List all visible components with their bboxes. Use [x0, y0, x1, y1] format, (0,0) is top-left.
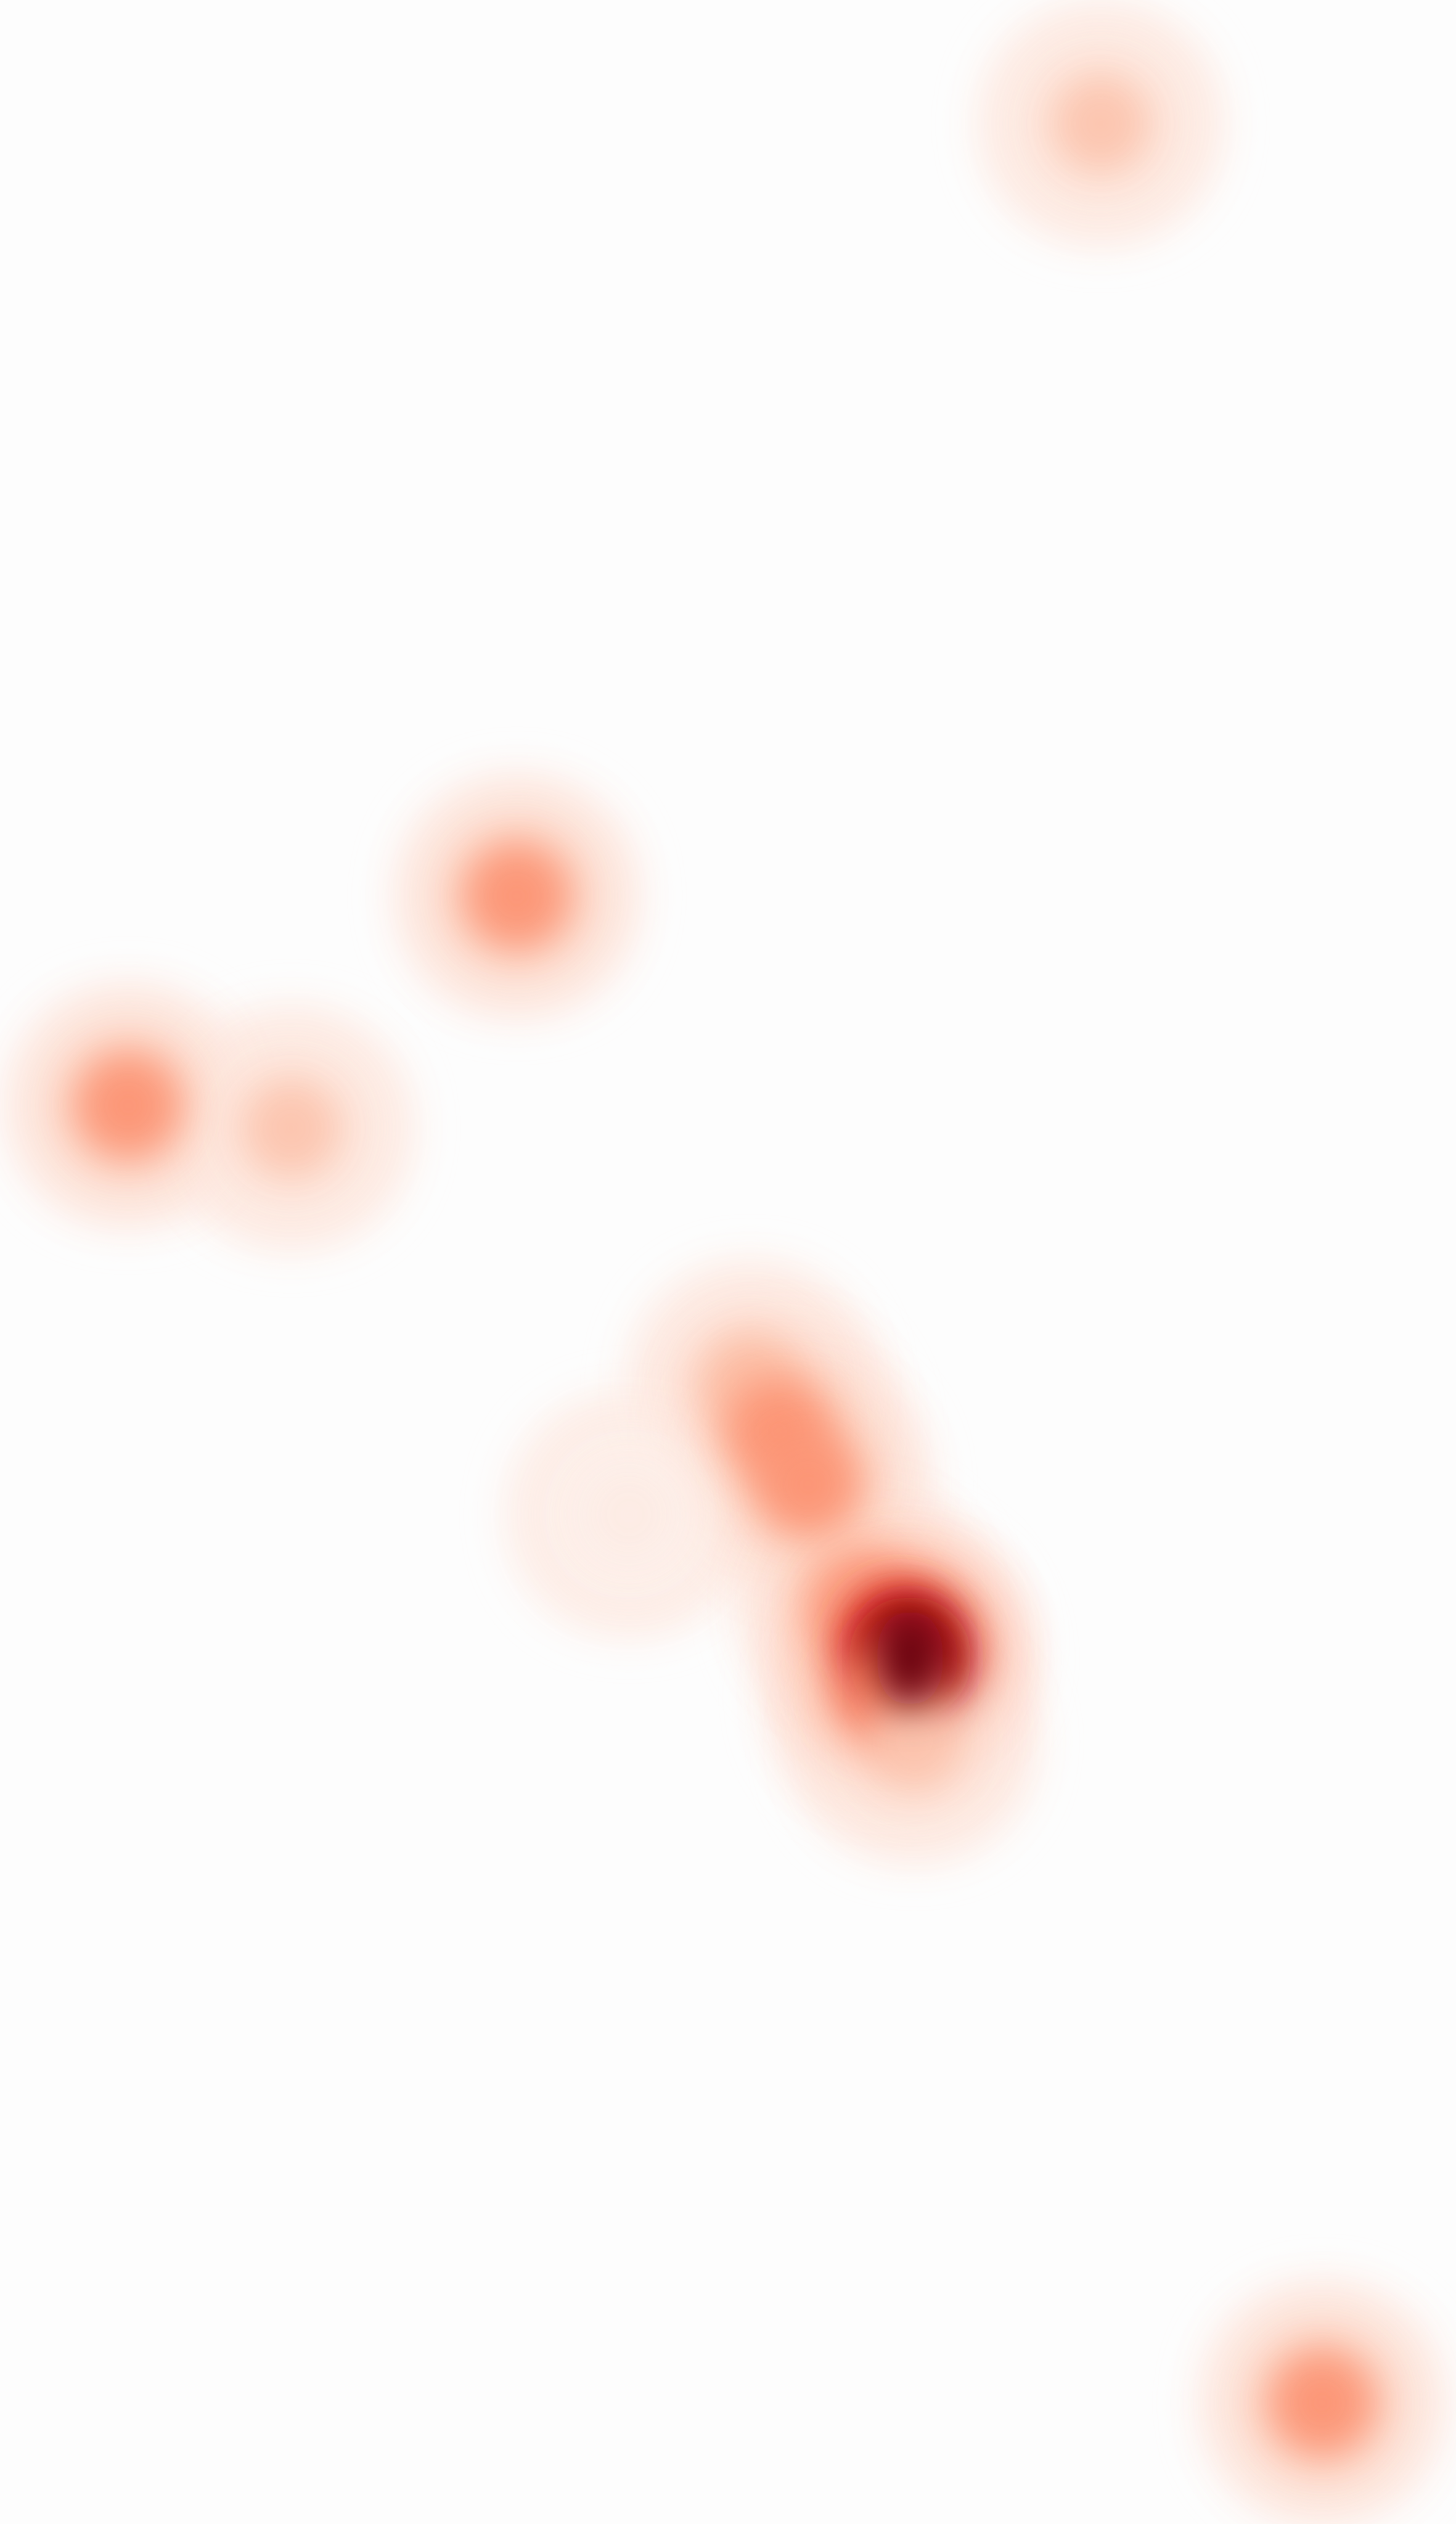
density-point: [755, 1430, 862, 1538]
density-peak: [876, 1608, 944, 1708]
density-point: [583, 1468, 675, 1560]
density-point: [864, 1692, 964, 1792]
density-point: [241, 1078, 341, 1178]
density-point: [75, 1052, 182, 1159]
density-point: [1269, 2349, 1376, 2456]
density-layer: [4, 0, 1446, 2524]
density-point: [1051, 74, 1151, 174]
density-point: [464, 842, 571, 949]
